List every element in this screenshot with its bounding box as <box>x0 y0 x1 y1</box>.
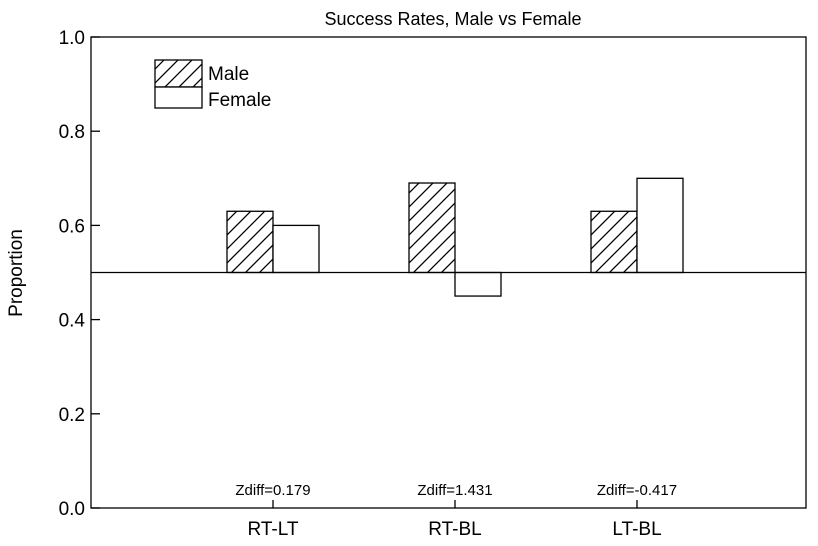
zdiff-annotation-2: Zdiff=-0.417 <box>597 482 677 499</box>
y-tick-label-4: 0.8 <box>59 122 85 143</box>
bar-male-rt-bl <box>408 182 456 274</box>
bar-female-rt-bl <box>454 271 502 297</box>
y-tick-label-0: 0.0 <box>59 499 85 520</box>
zdiff-annotation-0: Zdiff=0.179 <box>235 482 310 499</box>
zdiff-annotation-1: Zdiff=1.431 <box>417 482 492 499</box>
y-tick-label-3: 0.6 <box>59 216 85 237</box>
x-tick-label-rt-lt: RT-LT <box>247 519 298 540</box>
legend-swatch-female <box>154 86 203 109</box>
bar-female-lt-bl <box>636 177 684 274</box>
y-tick-label-5: 1.0 <box>59 28 85 49</box>
x-tick-label-lt-bl: LT-BL <box>612 519 661 540</box>
bar-female-rt-lt <box>272 224 320 274</box>
chart-title: Success Rates, Male vs Female <box>324 9 581 29</box>
legend-label-female: Female <box>208 90 271 111</box>
x-tick-label-rt-bl: RT-BL <box>428 519 482 540</box>
plot-area: 0.0 0.2 0.4 0.6 0.8 1.0 RT-LT RT-BL LT-BL Zdiff=0… <box>59 28 807 540</box>
y-tick-label-2: 0.4 <box>59 311 86 332</box>
bar-male-rt-lt <box>226 210 274 274</box>
legend-label-male: Male <box>208 64 249 85</box>
legend: Male Female <box>154 59 271 111</box>
y-axis-label: Proportion <box>6 229 27 317</box>
y-tick-label-1: 0.2 <box>59 405 85 426</box>
legend-swatch-male <box>154 59 203 88</box>
bar-male-lt-bl <box>590 210 638 274</box>
